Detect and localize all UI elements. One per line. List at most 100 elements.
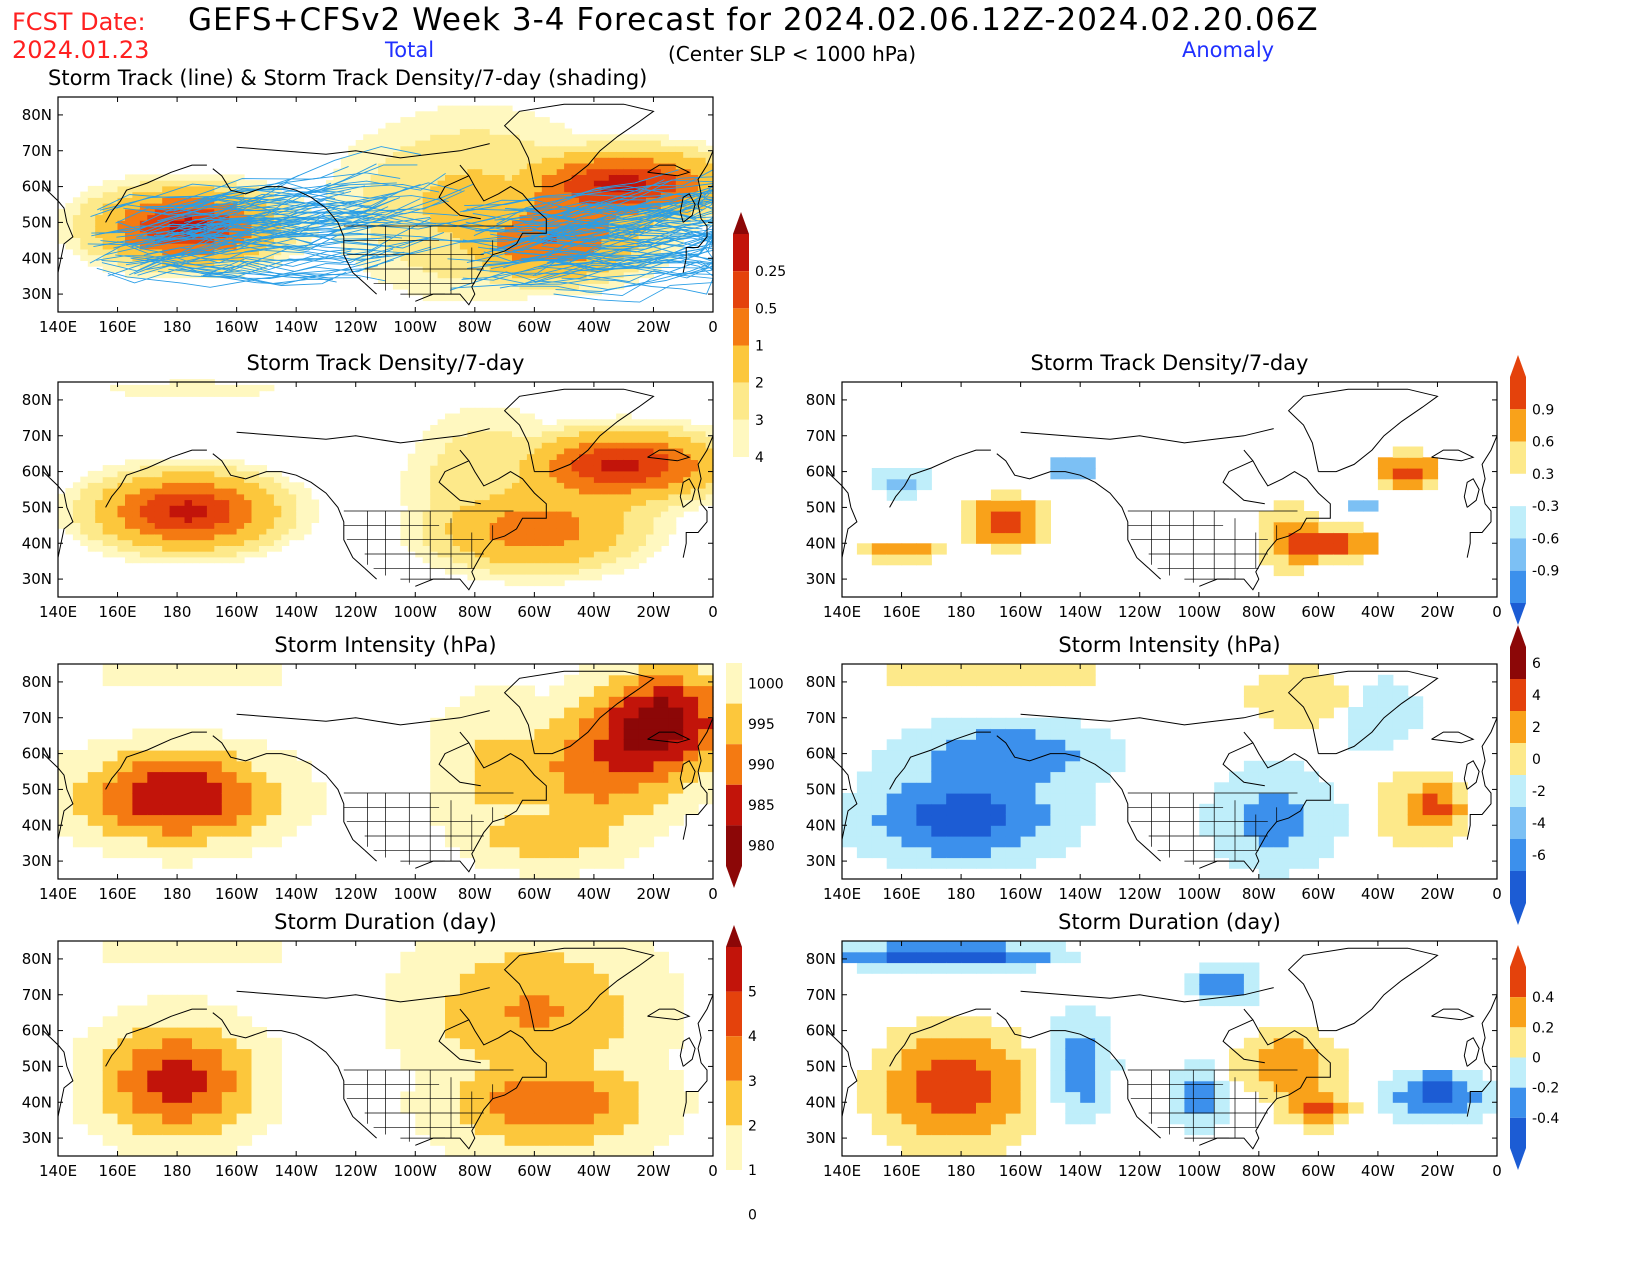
coastline <box>212 453 366 569</box>
shading-cell <box>683 793 699 805</box>
shading-cell <box>976 664 992 676</box>
shading-cell <box>422 539 431 546</box>
shading-cell <box>608 685 625 697</box>
shading-cell <box>192 384 200 392</box>
shading-cell <box>482 499 491 506</box>
shading-cell <box>236 493 245 501</box>
shading-cell <box>497 151 506 158</box>
shading-cell <box>139 180 148 187</box>
shading-cell <box>512 254 520 261</box>
x-tick-label: 160W <box>215 603 259 621</box>
shading-cell <box>608 226 617 233</box>
shading-cell <box>653 260 662 267</box>
shading-cell <box>422 117 431 124</box>
shading-cell <box>660 248 669 256</box>
shading-cell <box>452 522 461 529</box>
shading-cell <box>608 476 617 483</box>
shading-cell <box>154 384 163 392</box>
shading-cell <box>407 162 416 170</box>
shading-cell <box>856 543 873 555</box>
shading-cell <box>348 248 357 256</box>
shading-cell <box>199 465 208 472</box>
shading-cell <box>871 771 888 783</box>
shading-cell <box>616 140 625 147</box>
shading-cell <box>1005 814 1022 826</box>
shading-cell <box>1020 793 1037 805</box>
shading-cell <box>72 226 81 233</box>
shading-cell <box>445 771 461 783</box>
shading-cell <box>623 793 640 805</box>
shading-cell <box>504 825 521 837</box>
storm-track-line <box>467 234 714 269</box>
shading-cell <box>422 453 431 460</box>
shading-cell <box>601 145 610 152</box>
shading-cell <box>467 493 476 501</box>
shading-cell <box>1050 825 1066 837</box>
shading-cell <box>489 197 498 204</box>
shading-cell <box>623 664 640 676</box>
shading-cell <box>519 685 535 697</box>
shading-cell <box>586 436 595 443</box>
shading-cell <box>593 243 602 250</box>
shading-cell <box>593 168 602 175</box>
shading-cell <box>445 140 453 147</box>
shading-cell <box>564 180 573 187</box>
shading-cell <box>497 157 506 164</box>
shading-cell <box>519 134 528 141</box>
shading-cell <box>132 664 148 676</box>
shading-cell <box>430 499 439 506</box>
shading-cell <box>162 674 178 687</box>
shading-cell <box>117 476 126 483</box>
shading-cell <box>236 556 245 564</box>
shading-cell <box>497 237 506 244</box>
shading-cell <box>415 539 424 546</box>
shading-cell <box>519 111 528 118</box>
shading-cell <box>296 248 305 256</box>
shading-cell <box>259 197 267 204</box>
shading-cell <box>422 465 431 472</box>
shading-cell <box>646 482 654 489</box>
shading-cell <box>534 145 543 152</box>
shading-cell <box>946 674 962 687</box>
shading-cell <box>132 493 141 501</box>
shading-cell <box>579 846 595 859</box>
shading-cell <box>497 551 506 558</box>
shading-cell <box>593 419 602 426</box>
shading-cell <box>445 556 453 564</box>
shading-cell <box>946 760 962 773</box>
shading-cell <box>400 117 409 124</box>
shading-cell <box>631 185 640 193</box>
shading-cell <box>236 739 253 751</box>
shading-cell <box>990 760 1007 773</box>
shading-cell <box>593 739 610 751</box>
shading-cell <box>437 277 446 284</box>
shading-cell <box>482 476 491 483</box>
shading-cell <box>556 157 565 164</box>
shading-cell <box>504 128 513 135</box>
shading-cell <box>117 750 133 762</box>
shading-cell <box>459 407 468 415</box>
shading-cell <box>184 390 193 397</box>
shading-cell <box>668 814 684 826</box>
shading-cell <box>931 771 947 783</box>
shading-cell <box>459 430 468 437</box>
shading-cell <box>58 522 66 529</box>
shading-cell <box>698 782 714 794</box>
shading-cell <box>616 516 625 523</box>
shading-cell <box>512 237 520 244</box>
shading-cell <box>459 413 468 420</box>
shading-cell <box>668 707 684 719</box>
shading-cell <box>660 419 669 426</box>
shading-cell <box>683 664 699 676</box>
shading-cell <box>229 243 238 250</box>
shading-cell <box>571 453 580 460</box>
shading-cell <box>236 499 245 506</box>
shading-cell <box>504 707 521 719</box>
shading-cell <box>177 556 186 564</box>
colorbar-label: 1000 <box>748 676 784 692</box>
shading-cell <box>65 493 74 501</box>
shading-cell <box>541 208 550 216</box>
shading-cell <box>489 568 498 575</box>
shading-cell <box>192 470 200 478</box>
shading-cell <box>117 522 126 529</box>
